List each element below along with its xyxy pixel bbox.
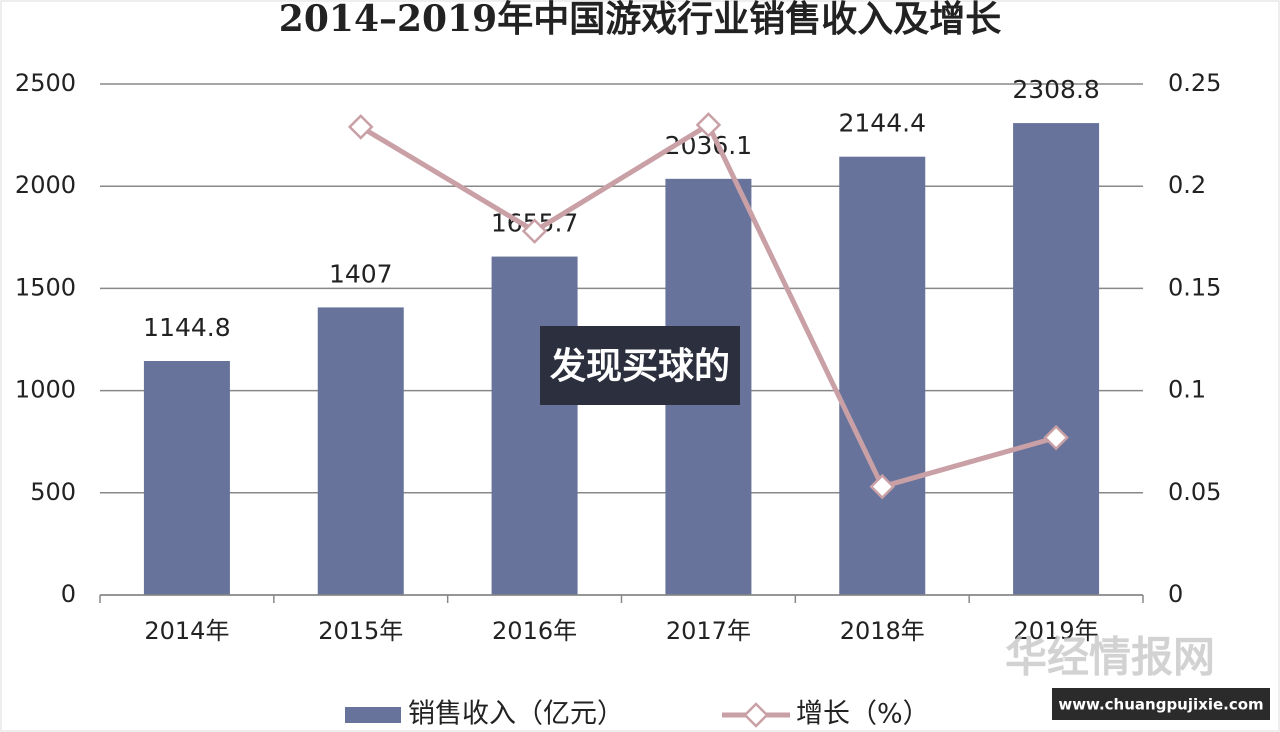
legend-label: 增长（%） <box>796 699 930 730</box>
value-label: 2308.8 <box>1012 75 1099 104</box>
x-tick-label: 2018年 <box>840 617 925 645</box>
x-tick-label: 2017年 <box>666 617 751 645</box>
y2-tick-label: 0.15 <box>1168 273 1221 301</box>
bar <box>143 361 230 595</box>
x-tick-label: 2014年 <box>144 617 229 645</box>
y-tick-label: 1000 <box>15 376 76 404</box>
y2-tick-label: 0 <box>1168 580 1183 608</box>
x-tick-label: 2015年 <box>318 617 403 645</box>
bar <box>1013 123 1100 595</box>
x-tick-label: 2019年 <box>1014 617 1099 645</box>
y2-tick-label: 0.2 <box>1168 171 1206 199</box>
y-tick-label: 0 <box>61 580 76 608</box>
line-marker <box>347 114 374 140</box>
value-label: 2144.4 <box>839 109 926 138</box>
y-tick-label: 1500 <box>15 273 76 301</box>
legend-marker <box>743 702 769 728</box>
y2-tick-label: 0.1 <box>1168 376 1206 404</box>
line-marker <box>869 473 896 500</box>
value-label: 1407 <box>329 259 393 288</box>
watermark: 华经情报网 <box>1005 633 1215 682</box>
legend-label: 销售收入（亿元） <box>408 699 624 730</box>
y2-tick-label: 0.05 <box>1168 478 1221 506</box>
y2-tick-label: 0.25 <box>1168 69 1221 97</box>
url: www.chuangpujixie.com <box>1058 696 1263 714</box>
caption: 发现买球的 <box>550 346 730 387</box>
url-box <box>1052 688 1270 720</box>
bar <box>317 307 404 595</box>
y-tick-label: 2000 <box>15 171 76 199</box>
caption-box <box>540 326 740 405</box>
bar <box>839 156 926 596</box>
legend-swatch <box>345 707 401 723</box>
chart-title: 2014–2019年中国游戏行业销售收入及增长 <box>279 0 1001 40</box>
value-label: 1144.8 <box>143 313 230 342</box>
line-marker <box>521 218 548 244</box>
bar <box>491 256 578 595</box>
y-tick-label: 2500 <box>15 69 76 97</box>
x-tick-label: 2016年 <box>492 617 577 645</box>
line-marker <box>1043 424 1069 451</box>
line-marker <box>695 112 722 138</box>
y-tick-label: 500 <box>30 478 76 506</box>
